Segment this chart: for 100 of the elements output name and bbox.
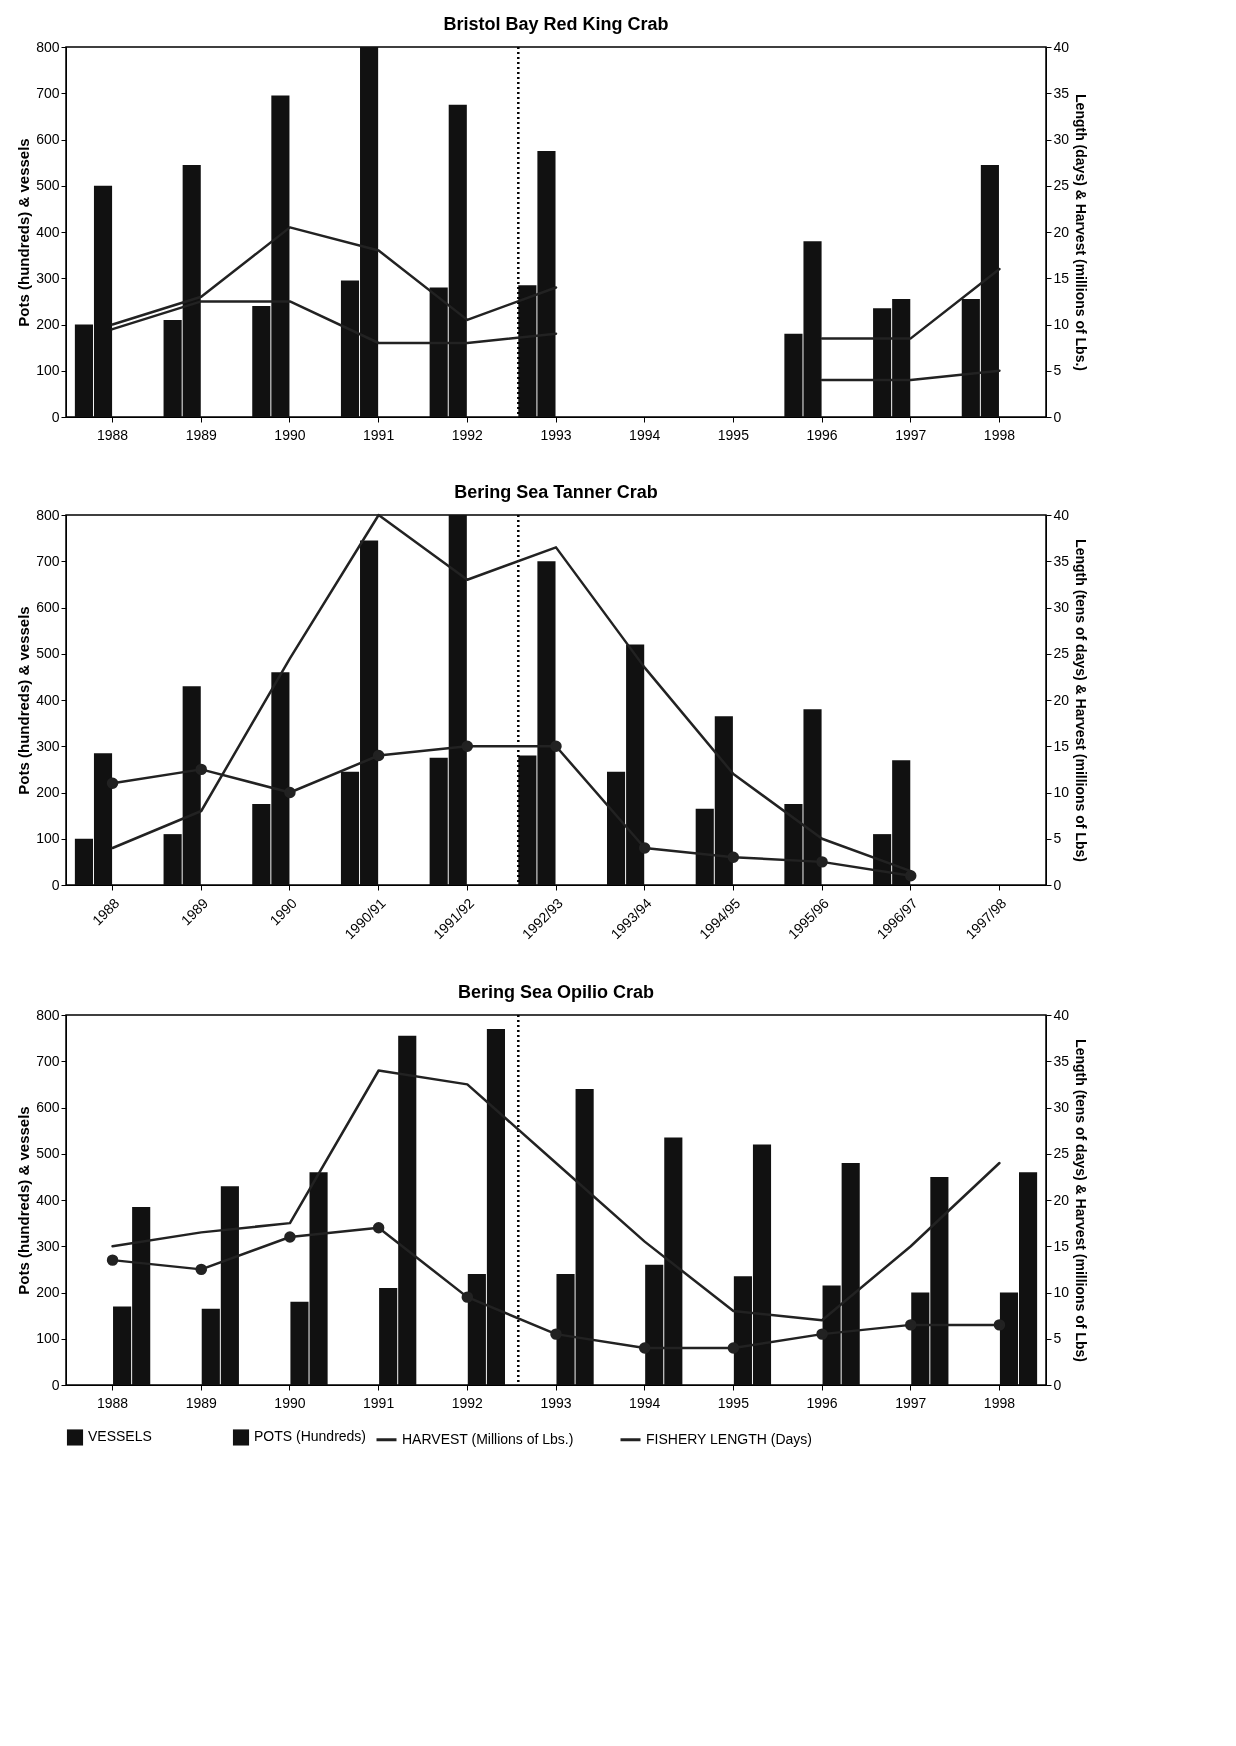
x-tick-label: 1995 (717, 1394, 750, 1411)
point (816, 1328, 828, 1340)
x-tick-label: 1988 (96, 426, 129, 443)
y-tick-label: 800 (36, 1006, 60, 1023)
y2-axis-title: Length (tens of days) & Harvest (millions of Lbs) (1073, 1039, 1090, 1362)
x-tick-label: 1989 (185, 426, 218, 443)
point (550, 740, 562, 752)
y-tick-label: 700 (36, 1052, 60, 1069)
y2-tick-label: 15 (1053, 1237, 1070, 1254)
y-tick-label: 500 (36, 1145, 60, 1162)
y2-tick-label: 30 (1053, 131, 1070, 147)
legend-label: HARVEST (Millions of Lbs.) (402, 1430, 574, 1447)
x-tick-label: 1996 (806, 1394, 838, 1411)
y-tick-label: 200 (36, 784, 60, 800)
point (195, 763, 207, 776)
point (905, 1319, 917, 1331)
y-tick-label: 0 (51, 876, 60, 893)
y2-tick-label: 20 (1053, 691, 1070, 708)
y2-tick-label: 35 (1053, 552, 1070, 569)
point (905, 870, 917, 882)
y-tick-label: 600 (36, 131, 60, 147)
point (372, 749, 385, 762)
x-tick-label: 1991 (363, 426, 395, 443)
y2-tick-label: 5 (1053, 830, 1062, 847)
y2-tick-label: 40 (1053, 1006, 1070, 1023)
x-tick-label: 1995 (717, 426, 750, 443)
x-tick-label: 1994 (629, 1394, 661, 1411)
y2-tick-label: 0 (1053, 876, 1062, 893)
y-axis-title: Pots (hundreds) & vessels (15, 1106, 33, 1295)
chart-title: Bering Sea Opilio Crab (457, 982, 655, 1002)
y2-tick-label: 30 (1053, 599, 1070, 615)
y-tick-label: 100 (36, 830, 60, 847)
x-tick-label: 1998 (983, 1394, 1016, 1411)
line-series (111, 1069, 1001, 1322)
x-tick-label: 1988 (96, 1394, 129, 1411)
y2-tick-label: 10 (1053, 316, 1070, 332)
y-tick-label: 500 (36, 177, 60, 194)
x-tick-label: 1993 (540, 426, 572, 443)
legend-label: FISHERY LENGTH (Days) (646, 1430, 812, 1447)
y-axis-title: Pots (hundreds) & vessels (15, 138, 33, 327)
y-tick-label: 500 (36, 645, 60, 662)
y-tick-label: 0 (51, 1376, 60, 1393)
point (461, 740, 474, 752)
y-tick-label: 200 (36, 316, 60, 332)
x-tick-label: 1992 (451, 1394, 484, 1411)
y2-tick-label: 20 (1053, 1191, 1070, 1208)
point (993, 1319, 1006, 1331)
y2-tick-label: 0 (1053, 408, 1062, 425)
point (638, 842, 651, 854)
y2-tick-label: 40 (1053, 38, 1070, 55)
x-tick-label: 1990 (274, 1394, 306, 1411)
y-tick-label: 200 (36, 1284, 60, 1300)
y-tick-label: 400 (36, 1191, 60, 1208)
y-tick-label: 100 (36, 362, 60, 379)
y-tick-label: 300 (36, 269, 60, 286)
y2-tick-label: 25 (1053, 1145, 1070, 1162)
y2-tick-label: 10 (1053, 784, 1070, 800)
point (106, 1254, 119, 1266)
y2-axis-title: Length (tens of days) & Harvest (millions of Lbs) (1073, 539, 1090, 862)
y2-tick-label: 15 (1053, 737, 1070, 754)
x-tick-label: 1990 (274, 426, 306, 443)
y2-tick-label: 20 (1053, 223, 1070, 240)
point (372, 1222, 385, 1234)
y-tick-label: 800 (36, 38, 60, 55)
y-tick-label: 300 (36, 1237, 60, 1254)
point (550, 1328, 562, 1340)
x-tick-label: 1994 (629, 426, 661, 443)
y-tick-label: 400 (36, 223, 60, 240)
y-tick-label: 600 (36, 1099, 60, 1115)
chart-title: Bristol Bay Red King Crab (443, 14, 669, 34)
point (284, 1231, 296, 1243)
y-tick-label: 100 (36, 1330, 60, 1347)
y2-tick-label: 5 (1053, 1330, 1062, 1347)
chart-title: Bering Sea Tanner Crab (454, 482, 658, 502)
x-tick-label: 1996 (806, 426, 838, 443)
y2-tick-label: 30 (1053, 1099, 1070, 1115)
y2-tick-label: 35 (1053, 84, 1070, 101)
y2-axis-title: Length (days) & Harvest (millions of Lbs.) (1073, 94, 1090, 371)
y2-tick-label: 25 (1053, 645, 1070, 662)
point (195, 1263, 207, 1276)
point (727, 1342, 740, 1354)
x-tick-label: 1992 (451, 426, 484, 443)
x-tick-label: 1998 (983, 426, 1016, 443)
y-tick-label: 600 (36, 599, 60, 615)
legend-label: POTS (Hundreds) (254, 1428, 367, 1445)
y2-tick-label: 10 (1053, 1284, 1070, 1300)
y2-tick-label: 25 (1053, 177, 1070, 194)
x-tick-label: 1997 (895, 1394, 927, 1411)
point (106, 777, 119, 789)
y2-tick-label: 35 (1053, 1052, 1070, 1069)
x-tick-label: 1997 (895, 426, 927, 443)
y-tick-label: 300 (36, 737, 60, 754)
point (638, 1342, 651, 1354)
y-tick-label: 0 (51, 408, 60, 425)
point (727, 851, 740, 863)
x-tick-label: 1989 (185, 1394, 218, 1411)
y2-tick-label: 40 (1053, 506, 1070, 523)
y2-tick-label: 5 (1053, 362, 1062, 379)
y-tick-label: 800 (36, 506, 60, 523)
x-tick-label: 1993 (540, 1394, 572, 1411)
